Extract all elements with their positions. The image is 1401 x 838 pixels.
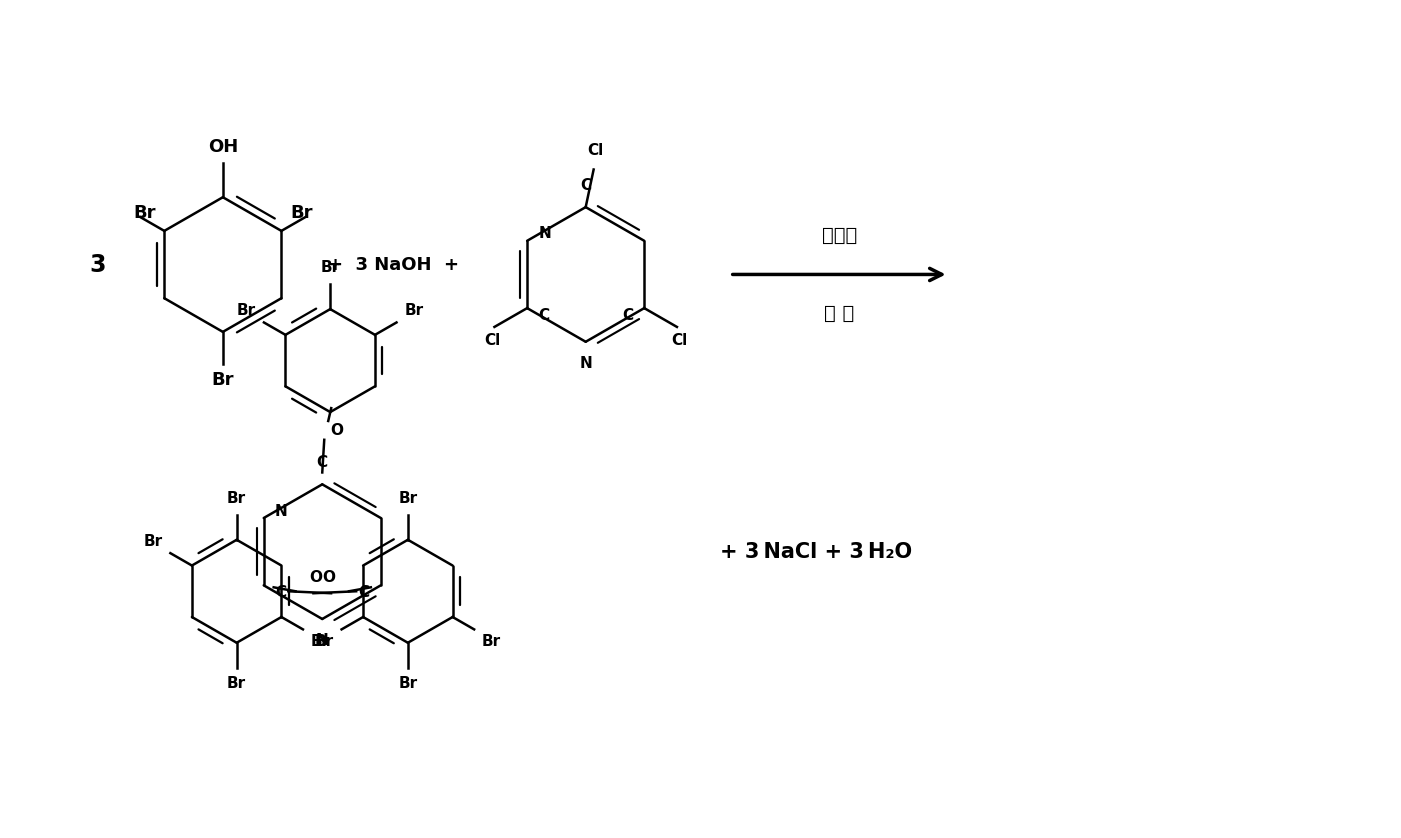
Text: + 3 NaCl + 3 H₂O: + 3 NaCl + 3 H₂O <box>720 541 912 561</box>
Text: Br: Br <box>290 204 312 222</box>
Text: Br: Br <box>398 491 417 506</box>
Text: Br: Br <box>321 261 340 276</box>
Text: 溶 剂: 溶 剂 <box>824 304 855 323</box>
Text: Br: Br <box>227 491 247 506</box>
Text: O: O <box>310 571 322 585</box>
Text: N: N <box>315 633 329 648</box>
Text: Br: Br <box>315 634 333 649</box>
Text: +  3 NaOH  +: + 3 NaOH + <box>328 256 460 273</box>
Text: 3: 3 <box>90 252 106 277</box>
Text: N: N <box>538 226 551 241</box>
Text: 厄化剂: 厄化剂 <box>821 225 857 245</box>
Text: Br: Br <box>237 303 256 318</box>
Text: O: O <box>331 423 343 438</box>
Text: C: C <box>359 585 370 600</box>
Text: Br: Br <box>398 676 417 691</box>
Text: Br: Br <box>227 676 247 691</box>
Text: Br: Br <box>212 371 234 390</box>
Text: C: C <box>622 308 633 323</box>
Text: C: C <box>538 308 549 323</box>
Text: C: C <box>317 456 328 470</box>
Text: N: N <box>579 355 593 370</box>
Text: C: C <box>580 178 591 194</box>
Text: Cl: Cl <box>671 333 688 348</box>
Text: OH: OH <box>207 137 238 156</box>
Text: Br: Br <box>133 204 156 222</box>
Text: Br: Br <box>405 303 423 318</box>
Text: Br: Br <box>482 634 502 649</box>
Text: Br: Br <box>143 534 163 549</box>
Text: C: C <box>275 585 286 600</box>
Text: N: N <box>275 504 287 519</box>
Text: O: O <box>322 571 335 585</box>
Text: Cl: Cl <box>587 142 604 158</box>
Text: Br: Br <box>311 634 329 649</box>
Text: Cl: Cl <box>485 333 500 348</box>
